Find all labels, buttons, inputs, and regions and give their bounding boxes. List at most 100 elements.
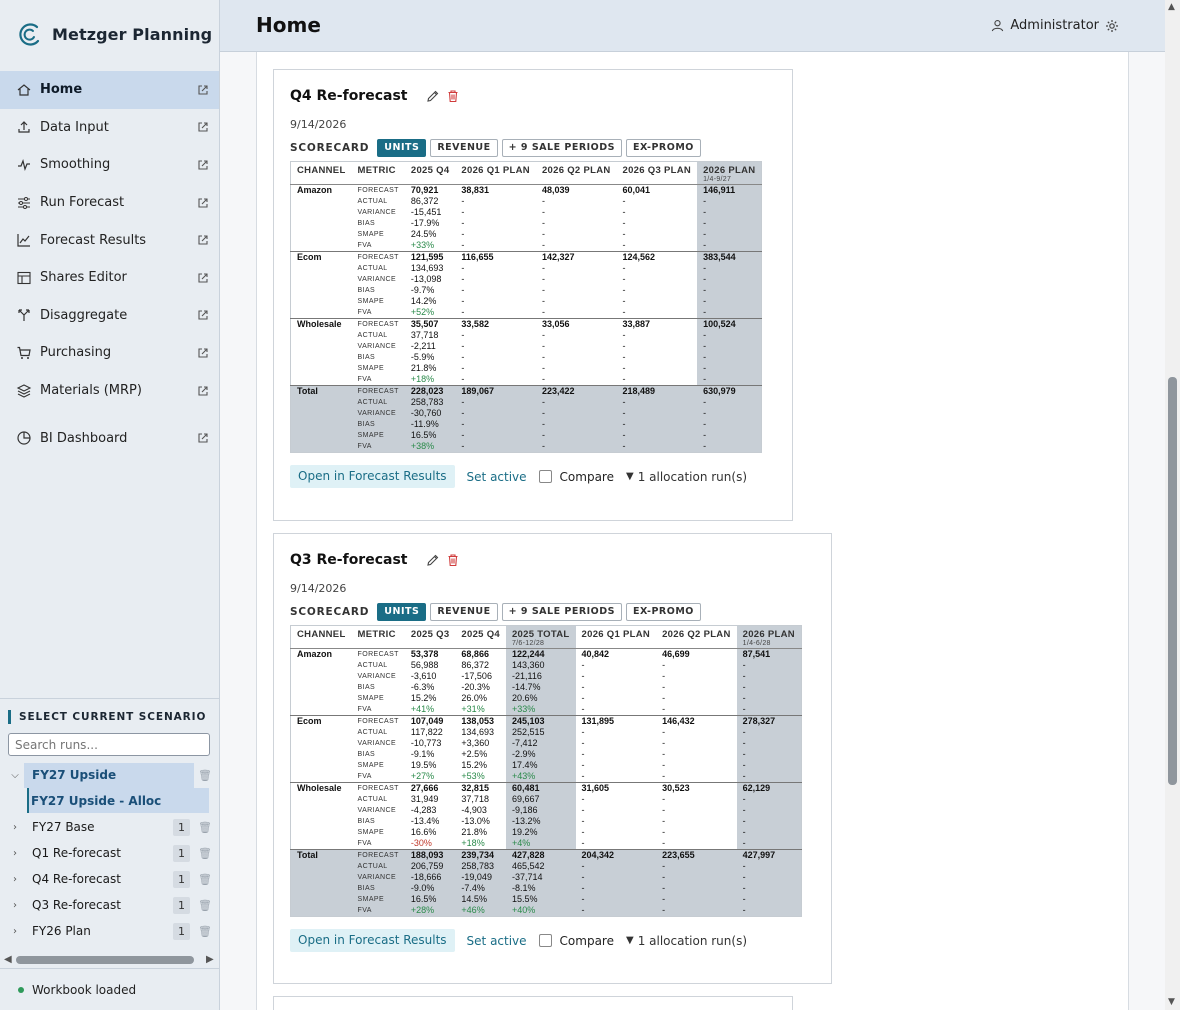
scrollbar-thumb[interactable] — [16, 956, 194, 964]
value-cell: 228,023 — [404, 385, 456, 397]
nav-item-forecast-results[interactable]: Forecast Results — [0, 221, 219, 259]
channel-cell-empty — [291, 816, 352, 827]
open-in-forecast-results-button[interactable]: Open in Forecast Results — [290, 465, 455, 488]
run-count-badge: 1 — [173, 896, 190, 914]
pill-9-sale-periods[interactable]: + 9 SALE PERIODS — [501, 603, 622, 621]
nav-item-data-input[interactable]: Data Input — [0, 109, 219, 147]
nav-item-home[interactable]: Home — [0, 71, 219, 109]
pill-9-sale-periods[interactable]: + 9 SALE PERIODS — [501, 139, 622, 157]
allocation-runs-toggle[interactable]: ▼ 1 allocation run(s) — [626, 470, 747, 484]
external-link-icon[interactable] — [197, 84, 209, 96]
table-row: SMAPE 21.8% - - - - — [291, 363, 762, 374]
run-item[interactable]: › FY27 Base 1 🗑 — [0, 814, 219, 840]
edit-icon[interactable] — [426, 553, 440, 567]
chevron-right-icon[interactable]: › — [13, 873, 17, 885]
open-in-forecast-results-button[interactable]: Open in Forecast Results — [290, 929, 455, 952]
run-item[interactable]: › Q1 Re-forecast 1 🗑 — [0, 840, 219, 866]
pill-revenue[interactable]: REVENUE — [430, 139, 498, 157]
trash-icon[interactable] — [446, 89, 460, 103]
channel-cell-empty — [291, 341, 352, 352]
scroll-right-icon[interactable]: ▶ — [206, 954, 214, 965]
value-cell: - — [697, 374, 762, 386]
pill-revenue[interactable]: REVENUE — [430, 603, 498, 621]
chevron-right-icon[interactable]: › — [13, 899, 17, 911]
trash-icon[interactable]: 🗑 — [198, 820, 212, 834]
value-cell: - — [622, 229, 626, 239]
trash-icon[interactable]: 🗑 — [198, 924, 212, 938]
horizontal-scrollbar[interactable]: ◀ ▶ — [0, 952, 219, 966]
run-item[interactable]: › Q3 Re-forecast 1 🗑 — [0, 892, 219, 918]
run-item[interactable]: FY27 Upside - Alloc — [0, 788, 219, 814]
value-cell: 14.2% — [410, 296, 437, 306]
trash-icon[interactable]: 🗑 — [198, 898, 212, 912]
external-link-icon[interactable] — [197, 432, 209, 444]
run-item[interactable]: › Q4 Re-forecast 1 🗑 — [0, 866, 219, 892]
scroll-left-icon[interactable]: ◀ — [4, 954, 12, 965]
chevron-right-icon[interactable]: › — [13, 925, 17, 937]
trash-icon[interactable]: 🗑 — [198, 846, 212, 860]
scroll-down-icon[interactable]: ▼ — [1168, 997, 1175, 1007]
checkbox-box[interactable] — [538, 470, 552, 483]
pill-units[interactable]: UNITS — [377, 603, 427, 621]
gear-icon[interactable] — [1105, 19, 1119, 33]
nav-item-run-forecast[interactable]: Run Forecast — [0, 184, 219, 222]
nav-item-purchasing[interactable]: Purchasing — [0, 334, 219, 372]
edit-icon[interactable] — [426, 89, 440, 103]
metric-cell: VARIANCE — [351, 872, 405, 883]
value-cell: 30,523 — [656, 782, 737, 794]
search-runs-input[interactable] — [8, 733, 210, 756]
pill-ex-promo[interactable]: EX-PROMO — [625, 603, 701, 621]
run-item[interactable]: › FY26 Plan 1 🗑 — [0, 918, 219, 944]
external-link-icon[interactable] — [197, 234, 209, 246]
trash-icon[interactable] — [446, 553, 460, 567]
value-cell: -2,211 — [410, 341, 436, 351]
value-cell: 427,828 — [505, 849, 576, 861]
scroll-up-icon[interactable]: ▲ — [1168, 2, 1175, 12]
compare-checkbox[interactable]: Compare — [538, 934, 614, 948]
chevron-right-icon[interactable]: › — [13, 847, 17, 859]
compare-checkbox[interactable]: Compare — [538, 470, 614, 484]
value-cell: - — [697, 196, 762, 207]
brand[interactable]: Metzger Planning — [0, 0, 219, 68]
value-cell: +41% — [410, 704, 435, 714]
external-link-icon[interactable] — [197, 272, 209, 284]
external-link-icon[interactable] — [197, 197, 209, 209]
external-link-icon[interactable] — [197, 309, 209, 321]
nav-item-materials-mrp[interactable]: Materials (MRP) — [0, 372, 219, 410]
run-name: Q3 Re-forecast — [32, 898, 121, 912]
chevron-down-icon[interactable]: ⌵ — [11, 769, 19, 781]
vertical-scrollbar[interactable]: ▲ ▼ — [1165, 0, 1180, 1010]
trash-icon[interactable]: 🗑 — [198, 872, 212, 886]
external-link-icon[interactable] — [197, 159, 209, 171]
channel-cell-empty — [291, 827, 352, 838]
value-cell: 19.2% — [505, 827, 576, 838]
channel-cell: Total — [290, 385, 352, 397]
value-cell: - — [541, 374, 545, 384]
metric-cell: BIAS — [357, 818, 376, 825]
value-cell: - — [662, 760, 666, 770]
user-menu[interactable]: Administrator — [991, 18, 1119, 33]
card-actions — [426, 89, 460, 103]
allocation-runs-toggle[interactable]: ▼ 1 allocation run(s) — [626, 934, 747, 948]
nav-item-shares-editor[interactable]: Shares Editor — [0, 259, 219, 297]
value-cell: - — [736, 771, 802, 783]
scrollbar-thumb[interactable] — [1168, 377, 1177, 785]
external-link-icon[interactable] — [197, 385, 209, 397]
column-header: 2025 TOTAL 7/6-12/28 — [505, 625, 576, 649]
column-header-label: 2025 Q4 — [461, 629, 500, 640]
pill-units[interactable]: UNITS — [377, 139, 427, 157]
value-cell: - — [662, 827, 666, 837]
external-link-icon[interactable] — [197, 121, 209, 133]
value-cell: 16.6% — [410, 827, 437, 837]
run-item[interactable]: ⌵ FY27 Upside 🗑 — [0, 762, 219, 788]
nav-item-disaggregate[interactable]: Disaggregate — [0, 297, 219, 335]
chevron-right-icon[interactable]: › — [13, 821, 17, 833]
external-link-icon[interactable] — [197, 347, 209, 359]
nav-item-bi-dashboard[interactable]: BI Dashboard — [0, 419, 219, 457]
pill-ex-promo[interactable]: EX-PROMO — [625, 139, 701, 157]
nav-item-smoothing[interactable]: Smoothing — [0, 146, 219, 184]
trash-icon[interactable]: 🗑 — [198, 768, 212, 782]
checkbox-box[interactable] — [538, 934, 552, 947]
set-active-link[interactable]: Set active — [466, 933, 527, 948]
set-active-link[interactable]: Set active — [466, 469, 527, 484]
